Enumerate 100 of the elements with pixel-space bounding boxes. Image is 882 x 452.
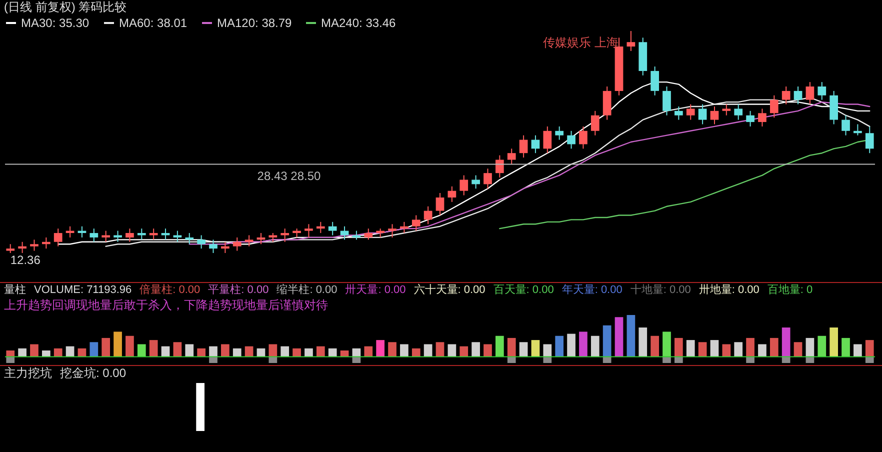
candlestick (698, 104, 707, 125)
bar (602, 356, 612, 363)
bar (137, 344, 146, 357)
bar (268, 356, 278, 363)
bar (662, 356, 671, 363)
bar (614, 317, 624, 357)
bar (364, 346, 373, 357)
bar (6, 356, 15, 363)
bar (830, 328, 838, 357)
bar (388, 342, 396, 357)
bar (472, 342, 480, 357)
bar (316, 346, 325, 357)
bar (519, 342, 528, 357)
bar (436, 342, 444, 357)
bar (90, 342, 98, 357)
bar (746, 338, 754, 357)
candlestick (555, 126, 564, 140)
bar (674, 338, 683, 357)
candlestick (209, 239, 218, 254)
candlestick (806, 82, 814, 105)
candlestick (626, 30, 636, 52)
candlestick (90, 228, 98, 242)
candlestick (854, 124, 862, 136)
candlestick (30, 239, 38, 252)
bar (149, 340, 158, 357)
text: 十地量: 0.00 (630, 284, 691, 296)
bar (662, 332, 671, 357)
candlestick (280, 228, 290, 242)
candlestick (54, 228, 62, 247)
candlestick (782, 86, 790, 105)
candlestick (865, 126, 874, 154)
candlestick (304, 224, 313, 238)
candlestick (818, 82, 826, 100)
legend-label: MA120: 38.79 (217, 16, 292, 30)
candlestick (424, 206, 432, 225)
bar (448, 344, 456, 357)
candlestick (686, 104, 695, 120)
bar (185, 344, 194, 357)
bar (865, 356, 874, 363)
candlestick (567, 130, 576, 150)
legend-label: MA30: 35.30 (21, 16, 90, 30)
candlestick (746, 110, 754, 127)
chart-title: 主力挖坑 (4, 366, 52, 380)
candlestick (185, 232, 194, 245)
text: 卅地量: 0.00 (698, 284, 760, 296)
candlestick (531, 134, 540, 154)
bar (579, 332, 588, 357)
bar (638, 328, 648, 357)
bar (484, 344, 492, 357)
bar (770, 338, 778, 357)
bar (650, 336, 659, 357)
annotation: 28.43 28.50 (257, 168, 322, 183)
candlestick (42, 236, 50, 250)
bar (209, 346, 218, 357)
candlestick (244, 234, 254, 247)
candlestick (400, 221, 408, 234)
text: VOLUME: 71193.96 (34, 284, 132, 296)
bar (842, 338, 850, 357)
bar (746, 356, 754, 363)
bar (30, 344, 38, 357)
bar (495, 336, 504, 357)
candlestick (448, 186, 456, 202)
text: 百地量: 0 (767, 284, 813, 296)
text: 年天量: 0.00 (562, 284, 622, 296)
annotation: 传媒娱乐 上海 (543, 36, 618, 50)
candlestick (18, 241, 26, 254)
bar (221, 344, 230, 357)
bar (806, 338, 814, 357)
chart-subtitle: 上升趋势回调现地量后敢于杀入，下降趋势现地量后谨慎对待 (3, 298, 329, 313)
bar (424, 344, 432, 357)
candlestick (197, 234, 206, 250)
bar (507, 338, 516, 357)
bar (543, 356, 552, 363)
chart-title: 量柱 (4, 284, 26, 296)
bar (102, 338, 110, 357)
bar (173, 342, 182, 357)
bar (806, 356, 814, 363)
candlestick (674, 106, 683, 120)
candlestick (710, 106, 719, 125)
bar (854, 344, 862, 357)
bar (734, 342, 743, 357)
candlestick (328, 221, 337, 236)
candlestick (412, 214, 420, 232)
candlestick (543, 126, 552, 154)
bar (400, 344, 408, 357)
candlestick (770, 94, 778, 118)
legend-label: MA60: 38.01 (119, 16, 188, 30)
chart-title: (日线 前复权) 筹码比较 (4, 0, 127, 14)
bar (794, 342, 802, 357)
text: 缩半柱: 0.00 (276, 284, 338, 296)
bar (543, 344, 552, 357)
candlestick (460, 174, 468, 196)
bar (555, 336, 564, 357)
text: 平量柱: 0.00 (208, 284, 269, 296)
candlestick (579, 126, 588, 150)
candlestick (102, 230, 110, 242)
text: 百天量: 0.00 (493, 284, 554, 296)
candlestick (436, 192, 444, 216)
bar (352, 356, 361, 363)
bar (865, 340, 874, 357)
